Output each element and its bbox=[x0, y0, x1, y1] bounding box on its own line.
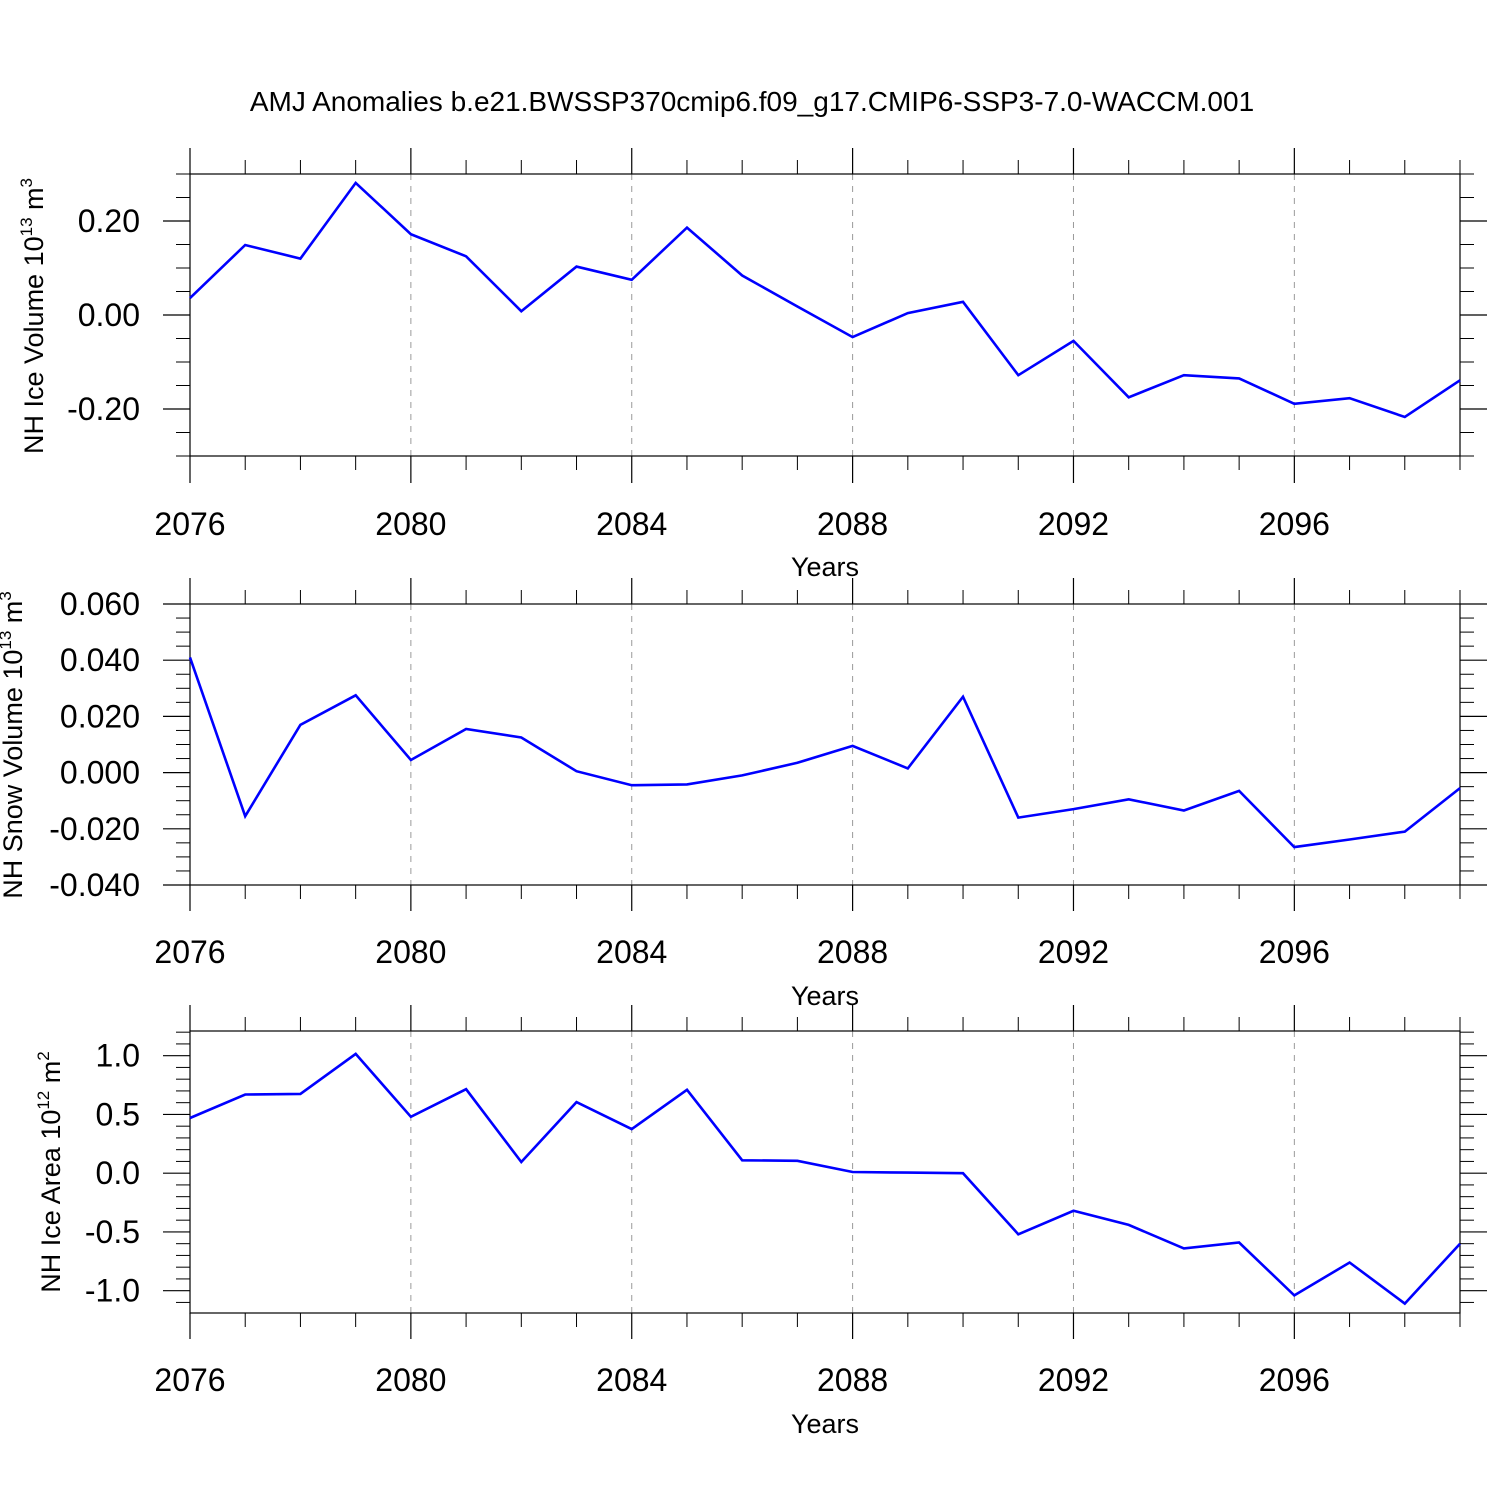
x-tick-label: 2080 bbox=[375, 506, 446, 542]
y-axis-title-exponent: 13 bbox=[0, 631, 15, 650]
y-axis-title-unit-exponent: 3 bbox=[0, 591, 15, 600]
plot-frame bbox=[189, 603, 1461, 886]
y-tick-label: -0.020 bbox=[49, 811, 140, 847]
x-tick-label: 2076 bbox=[154, 506, 225, 542]
y-tick-label: 0.000 bbox=[60, 755, 140, 791]
x-tick-label: 2096 bbox=[1259, 1362, 1330, 1398]
y-tick-label: -0.040 bbox=[49, 867, 140, 903]
x-tick-label: 2080 bbox=[375, 1362, 446, 1398]
y-tick-label: 0.040 bbox=[60, 642, 140, 678]
panel-ice-volume: -0.20 0.00 0.20 2076 2080 2084 2088 2092 2096 Yea… bbox=[17, 148, 1487, 582]
y-tick-label: -0.20 bbox=[67, 391, 140, 427]
x-tick-label: 2084 bbox=[596, 934, 667, 970]
x-tick-label: 2092 bbox=[1038, 506, 1109, 542]
y-axis-title-text: NH Ice Area 10 bbox=[36, 1110, 66, 1293]
y-tick-label: 0.0 bbox=[96, 1155, 140, 1191]
panel-snow-volume: -0.040 -0.020 0.000 0.020 0.040 0.060 2076 2080… bbox=[0, 578, 1487, 1011]
y-axis-title-unit-exponent: 3 bbox=[17, 178, 36, 187]
y-tick-label: 0.020 bbox=[60, 698, 140, 734]
y-tick-label: 0.20 bbox=[78, 203, 140, 239]
y-tick-label: -0.5 bbox=[85, 1214, 140, 1250]
y-axis-title-unit: m bbox=[19, 187, 49, 217]
y-axis-title: NH Ice Volume 1013 m3 bbox=[17, 178, 49, 454]
y-axis-title-text: NH Snow Volume 10 bbox=[0, 650, 28, 899]
y-axis-title-exponent: 13 bbox=[17, 217, 36, 236]
y-tick-label: 0.5 bbox=[96, 1096, 140, 1132]
x-tick-label: 2084 bbox=[596, 506, 667, 542]
y-axis-title-unit: m bbox=[0, 601, 28, 631]
y-axis-title-unit: m bbox=[36, 1061, 66, 1091]
x-tick-label: 2092 bbox=[1038, 1362, 1109, 1398]
series-line bbox=[188, 656, 1461, 849]
y-tick-label: -1.0 bbox=[85, 1273, 140, 1309]
plot-frame bbox=[189, 1030, 1461, 1314]
x-tick-label: 2096 bbox=[1259, 506, 1330, 542]
y-tick-label: 1.0 bbox=[96, 1038, 140, 1074]
x-axis-title: Years bbox=[791, 1409, 859, 1439]
series-line bbox=[189, 1052, 1461, 1306]
plot-frame bbox=[189, 173, 1461, 457]
x-tick-label: 2076 bbox=[154, 1362, 225, 1398]
y-axis-title: NH Snow Volume 1013 m3 bbox=[0, 591, 28, 899]
x-tick-label: 2092 bbox=[1038, 934, 1109, 970]
x-tick-label: 2080 bbox=[375, 934, 446, 970]
y-tick-label: 0.00 bbox=[78, 297, 140, 333]
y-axis-title: NH Ice Area 1012 m2 bbox=[34, 1051, 66, 1292]
x-axis-title: Years bbox=[791, 981, 859, 1011]
panel-ice-area: -1.0 -0.5 0.0 0.5 1.0 2076 2080 2084 2088 2092 209… bbox=[34, 1005, 1487, 1439]
x-axis-title: Years bbox=[791, 552, 859, 582]
x-tick-label: 2088 bbox=[817, 1362, 888, 1398]
x-tick-label: 2096 bbox=[1259, 934, 1330, 970]
series-line bbox=[189, 180, 1461, 419]
x-tick-label: 2076 bbox=[154, 934, 225, 970]
y-axis-title-text: NH Ice Volume 10 bbox=[19, 236, 49, 454]
x-tick-label: 2088 bbox=[817, 934, 888, 970]
chart-title: AMJ Anomalies b.e21.BWSSP370cmip6.f09_g1… bbox=[250, 86, 1254, 117]
y-tick-label: 0.060 bbox=[60, 586, 140, 622]
x-tick-label: 2084 bbox=[596, 1362, 667, 1398]
x-tick-label: 2088 bbox=[817, 506, 888, 542]
y-axis-title-exponent: 12 bbox=[34, 1091, 53, 1110]
y-axis-title-unit-exponent: 2 bbox=[34, 1051, 53, 1060]
